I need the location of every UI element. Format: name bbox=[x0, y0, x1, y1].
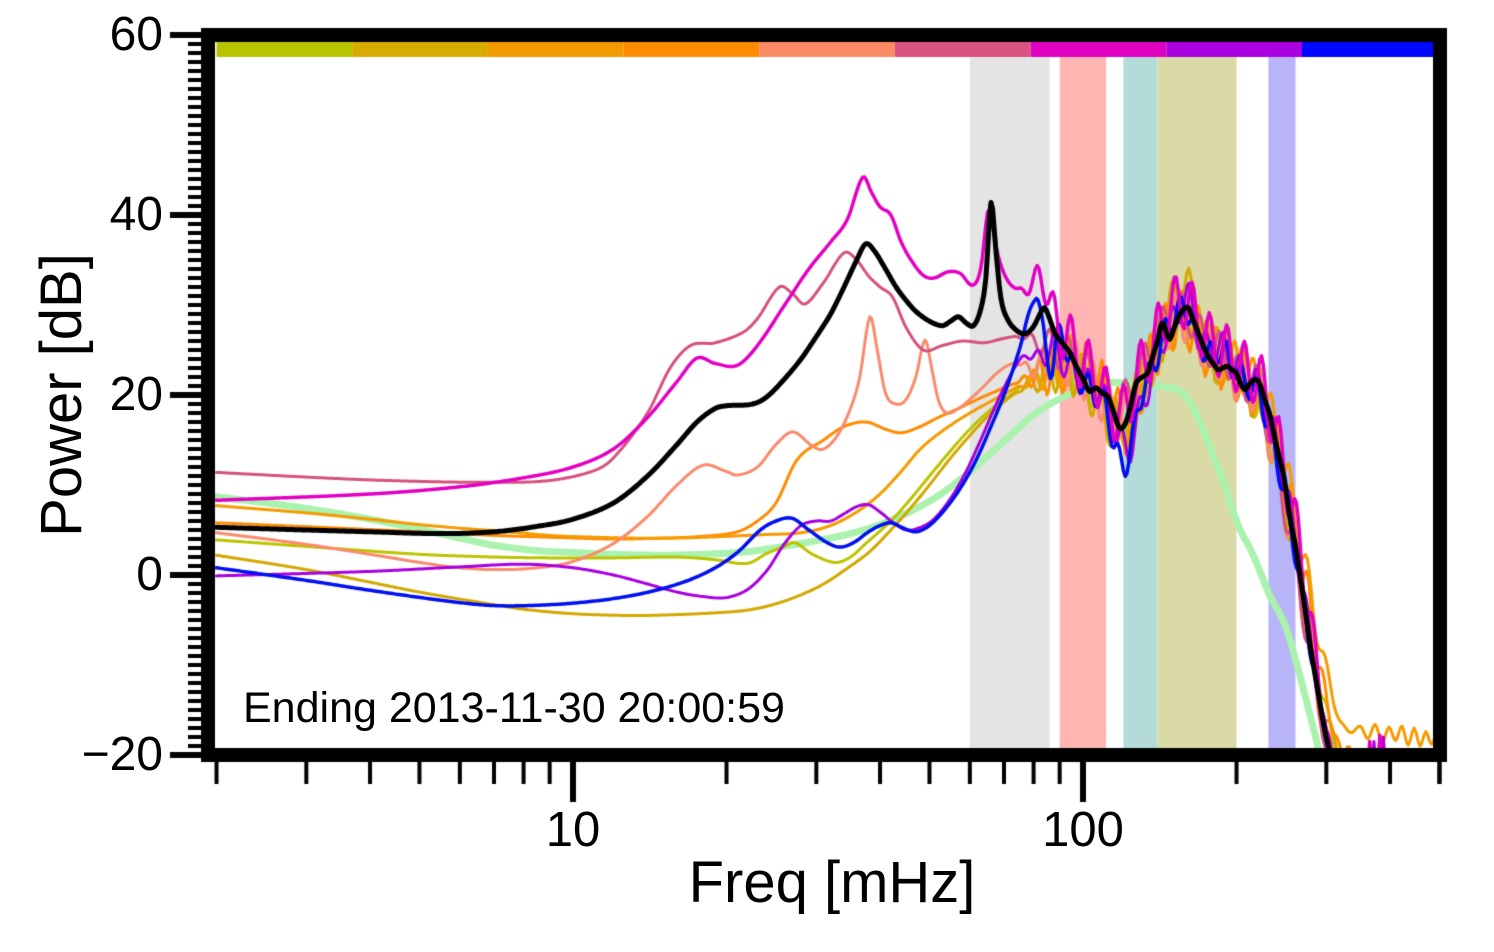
y-tick-label-20: 20 bbox=[109, 368, 163, 421]
x-tick-label-10: 10 bbox=[545, 803, 601, 857]
x-axis-title: Freq [mHz] bbox=[688, 850, 976, 915]
y-tick-label--20: −20 bbox=[81, 728, 163, 781]
y-tick-label-60: 60 bbox=[109, 8, 163, 61]
ending-timestamp-annotation: Ending 2013-11-30 20:00:59 bbox=[243, 684, 785, 732]
y-tick-label-40: 40 bbox=[109, 188, 163, 241]
y-tick-label-0: 0 bbox=[136, 548, 163, 601]
x-tick-label-100: 100 bbox=[1042, 803, 1124, 857]
